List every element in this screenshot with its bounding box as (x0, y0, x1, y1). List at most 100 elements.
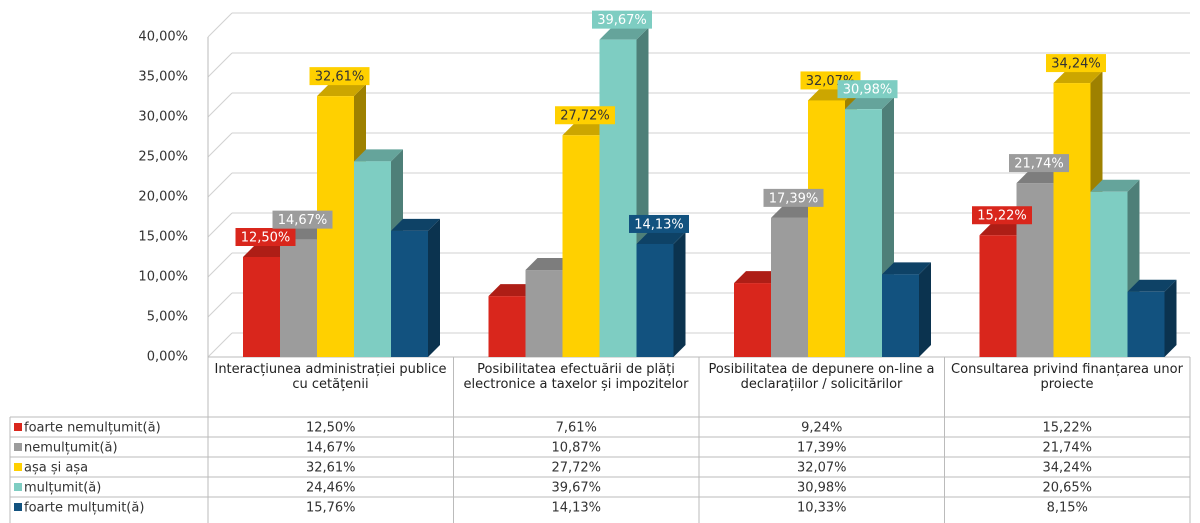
bar (1053, 83, 1091, 357)
bar-top (771, 205, 820, 218)
legend-swatch (14, 483, 22, 491)
legend-swatch (14, 463, 22, 471)
bar (525, 270, 563, 357)
bar-side (673, 231, 686, 357)
data-label-box (629, 214, 689, 233)
grid-line-side (207, 132, 233, 158)
legend-label: nemulțumit(ă) (24, 441, 118, 456)
legend-swatch (14, 443, 22, 451)
data-label: 14,67% (278, 213, 328, 228)
bar-top (979, 223, 1029, 236)
table-cell: 7,61% (556, 421, 597, 436)
bar (845, 109, 882, 357)
bar-top (317, 84, 366, 97)
bar-top (243, 245, 292, 257)
grid-line-side (207, 212, 233, 238)
table-cell: 30,98% (797, 481, 847, 496)
y-tick-label: 0,00% (147, 350, 188, 365)
data-label-box (1009, 154, 1069, 173)
bar (562, 135, 600, 357)
data-label-box (837, 80, 898, 99)
data-label-box (555, 106, 615, 125)
data-label: 15,22% (977, 209, 1027, 224)
bar-side (919, 262, 931, 357)
y-tick-label: 15,00% (138, 230, 188, 245)
grid-line-side (207, 252, 233, 278)
bar-top (1016, 171, 1066, 184)
bar-top (845, 97, 894, 110)
data-label: 30,98% (843, 83, 893, 98)
bar-top (1053, 71, 1103, 84)
y-tick-label: 30,00% (138, 110, 188, 125)
data-label: 17,39% (769, 191, 819, 206)
table-cell: 39,67% (551, 481, 601, 496)
data-label-box (309, 67, 370, 86)
data-label: 12,50% (241, 231, 291, 246)
bar (979, 235, 1017, 357)
bar (243, 257, 280, 357)
data-label: 27,72% (560, 109, 610, 124)
table-cell: 32,07% (797, 461, 847, 476)
bar-top (354, 149, 403, 162)
data-label-box (1046, 54, 1106, 73)
y-tick-label: 5,00% (147, 310, 188, 325)
bar-top (636, 231, 686, 244)
bar (280, 239, 317, 357)
data-label: 32,61% (315, 70, 365, 85)
grid-line-side (207, 332, 233, 358)
bar-top (525, 258, 575, 271)
bar (771, 217, 808, 357)
y-tick-label: 25,00% (138, 150, 188, 165)
bar (1127, 291, 1165, 357)
bar-top (1090, 179, 1140, 192)
bar-top (734, 271, 783, 284)
data-label: 34,24% (1051, 57, 1101, 72)
bar (599, 39, 637, 357)
data-label-box (592, 10, 652, 29)
table-cell: 9,24% (801, 421, 842, 436)
category-label: Consultarea privind finanțarea unor proi… (951, 362, 1183, 392)
legend-label: foarte mulțumit(ă) (24, 501, 144, 516)
table-cell: 12,50% (306, 421, 356, 436)
data-label-box (235, 228, 296, 246)
data-label: 14,13% (634, 217, 684, 232)
grid-line-side (207, 92, 233, 118)
bar-top (1127, 279, 1177, 292)
table-cell: 10,33% (797, 501, 847, 516)
legend-swatch (14, 423, 22, 431)
table-cell: 10,87% (551, 441, 601, 456)
bar-side (1164, 279, 1177, 357)
y-tick-label: 20,00% (138, 190, 188, 205)
data-label: 21,74% (1014, 157, 1064, 172)
bar-top (882, 262, 931, 275)
bar (636, 243, 674, 357)
table-cell: 14,13% (551, 501, 601, 516)
table-cell: 17,39% (797, 441, 847, 456)
legend-label: așa și așa (24, 461, 88, 476)
bar-top (391, 218, 440, 231)
table-cell: 32,61% (306, 461, 356, 476)
table-cell: 15,76% (306, 501, 356, 516)
table-cell: 8,15% (1047, 501, 1088, 516)
data-label-box (272, 210, 333, 229)
y-tick-label: 35,00% (138, 70, 188, 85)
grid-line-side (207, 292, 233, 318)
grid-line-side (207, 172, 233, 198)
bar (354, 161, 391, 357)
bar-top (488, 284, 538, 297)
bar (882, 274, 919, 357)
bar-top (562, 123, 612, 136)
legend-swatch (14, 503, 22, 511)
table-cell: 14,67% (306, 441, 356, 456)
grid-line-side (207, 52, 233, 78)
grid-line-side (207, 12, 233, 38)
data-label: 39,67% (597, 13, 647, 28)
table-cell: 27,72% (551, 461, 601, 476)
bar-top (599, 27, 649, 40)
data-label-box (972, 206, 1032, 225)
table-cell: 21,74% (1042, 441, 1092, 456)
y-tick-label: 10,00% (138, 270, 188, 285)
category-label: Interacțiunea administrației publice cu … (214, 362, 447, 392)
bar-side (428, 218, 440, 357)
